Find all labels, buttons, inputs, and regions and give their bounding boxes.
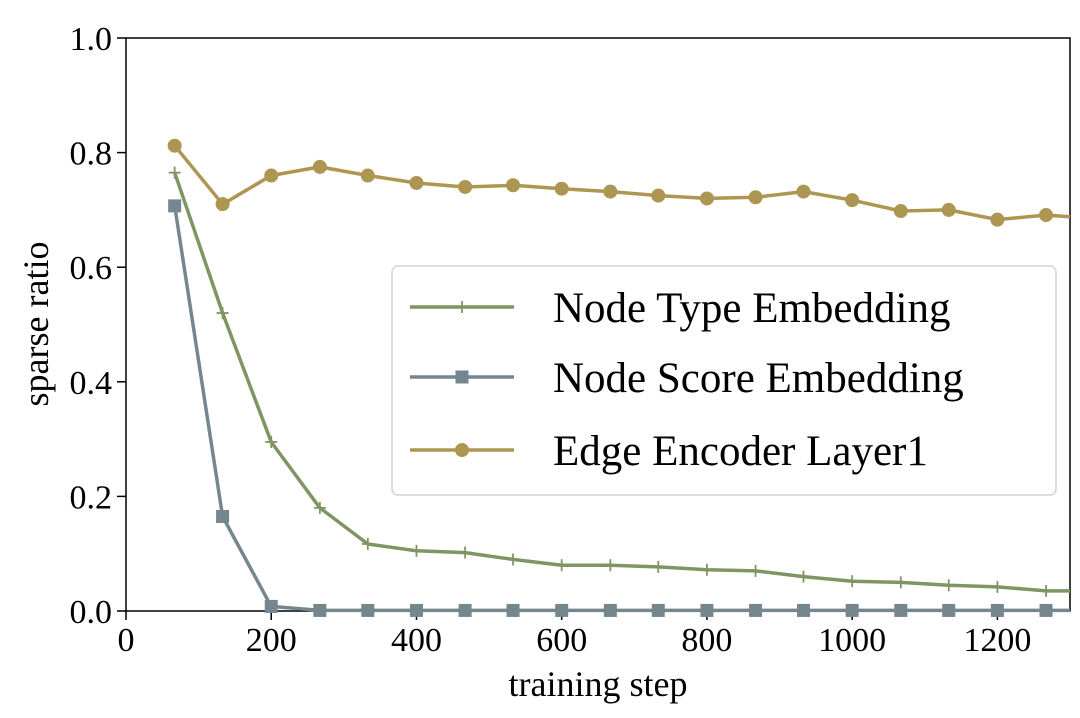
x-tick-label: 400 [391, 622, 442, 659]
data-point [893, 204, 908, 219]
data-point [942, 603, 956, 617]
series-node-type-embedding [168, 166, 1070, 597]
data-point [604, 559, 617, 572]
data-point [990, 212, 1005, 227]
data-point [796, 184, 811, 199]
data-point [409, 175, 424, 190]
y-tick-label: 0.4 [70, 365, 113, 402]
data-point [652, 560, 665, 573]
x-tick-label: 200 [246, 622, 297, 659]
data-point [1040, 584, 1053, 597]
y-axis: 0.0 0.2 0.4 0.6 0.8 1.0 [70, 21, 126, 631]
data-point [215, 197, 230, 212]
x-tick-label: 1000 [818, 622, 886, 659]
y-tick-label: 0.8 [70, 136, 113, 173]
legend-label: Edge Encoder Layer1 [553, 428, 928, 475]
series-line [173, 172, 1070, 593]
data-point [603, 184, 618, 199]
series-line [173, 144, 1071, 222]
data-point [845, 193, 860, 208]
data-point [361, 603, 375, 617]
data-point [555, 559, 568, 572]
data-point [1039, 208, 1054, 223]
data-point [749, 564, 762, 577]
data-point [942, 579, 955, 592]
legend-marker [455, 370, 469, 384]
legend-item: Edge Encoder Layer1 [410, 428, 928, 475]
data-point [313, 603, 327, 617]
data-point [361, 537, 374, 550]
data-point [699, 191, 714, 206]
data-point [264, 599, 278, 613]
data-point [312, 159, 327, 174]
data-point [991, 580, 1004, 593]
data-point [941, 202, 956, 217]
data-point [651, 603, 665, 617]
data-point [264, 168, 279, 183]
data-point [555, 603, 569, 617]
legend-label: Node Score Embedding [553, 355, 964, 402]
data-point [846, 575, 859, 588]
data-point [409, 603, 423, 617]
data-point [506, 178, 521, 193]
data-point [458, 603, 472, 617]
data-point [797, 570, 810, 583]
data-point [168, 199, 182, 213]
data-point [458, 179, 473, 194]
data-point [554, 181, 569, 196]
legend-item: Node Score Embedding [410, 355, 964, 402]
legend-label: Node Type Embedding [553, 285, 950, 332]
data-point [651, 188, 666, 203]
series-node-score-embedding [168, 199, 1070, 617]
data-point [700, 563, 713, 576]
data-point [216, 307, 229, 320]
legend-marker [455, 443, 469, 457]
data-point [1039, 603, 1053, 617]
y-tick-label: 0.6 [70, 250, 113, 287]
data-point [313, 501, 326, 514]
x-tick-label: 1200 [963, 622, 1031, 659]
data-point [603, 603, 617, 617]
data-point [507, 553, 520, 566]
data-point [459, 546, 472, 559]
data-point [748, 190, 763, 205]
y-tick-label: 0.2 [70, 479, 113, 516]
x-tick-label: 800 [681, 622, 732, 659]
y-tick-label: 0.0 [70, 594, 113, 631]
series-edge-encoder-layer1 [167, 138, 1071, 227]
data-point [265, 435, 278, 448]
x-tick-label: 600 [536, 622, 587, 659]
data-point [845, 603, 859, 617]
data-point [167, 138, 182, 153]
legend-marker [456, 301, 468, 313]
data-point [990, 603, 1004, 617]
data-point [410, 544, 423, 557]
series-line [172, 205, 1070, 613]
data-point [700, 603, 714, 617]
legend-item: Node Type Embedding [410, 285, 950, 332]
x-axis: 0 200 400 600 800 1000 1200 [118, 611, 1031, 659]
legend: Node Type Embedding Node Score Embedding E… [391, 265, 1057, 496]
series-layer [167, 138, 1071, 617]
data-point [360, 168, 375, 183]
data-point [894, 576, 907, 589]
data-point [506, 603, 520, 617]
y-axis-label: sparse ratio [16, 242, 56, 407]
data-point [749, 603, 763, 617]
legend-frame [391, 265, 1057, 496]
y-tick-label: 1.0 [70, 21, 113, 58]
data-point [216, 509, 230, 523]
data-point [894, 603, 908, 617]
x-axis-label: training step [509, 664, 688, 704]
data-point [797, 603, 811, 617]
data-point [168, 166, 181, 179]
x-tick-label: 0 [118, 622, 135, 659]
